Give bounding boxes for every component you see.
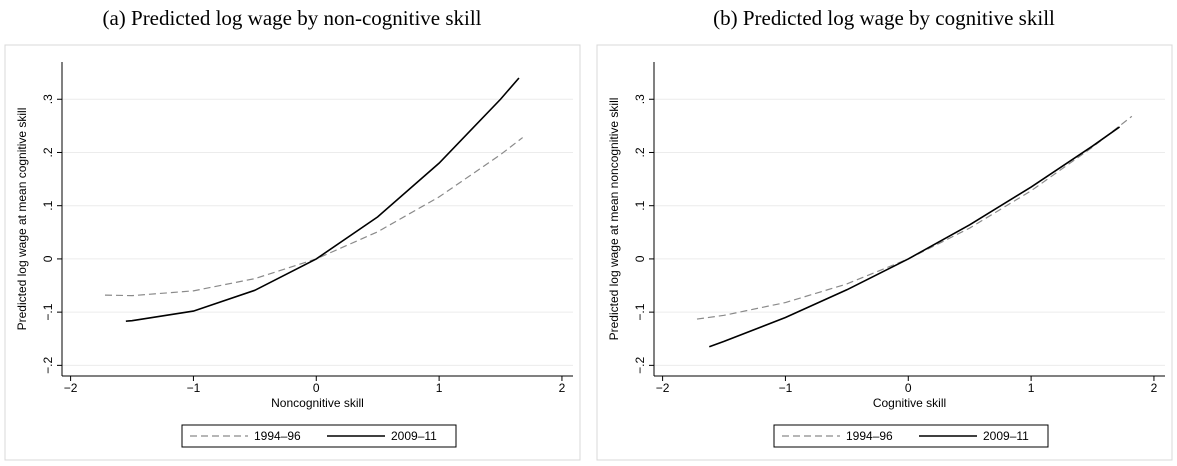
x-axis-label: Cognitive skill: [873, 396, 946, 410]
series-line: [709, 126, 1121, 348]
panel-title: (a) Predicted log wage by non-cognitive …: [102, 6, 481, 30]
x-tick-label: 0: [905, 381, 912, 395]
y-tick-label: .3: [633, 94, 647, 104]
y-tick-label: 0: [41, 255, 55, 262]
y-tick-label: −.1: [41, 303, 55, 320]
y-axis-label: Predicted log wage at mean cognitive ski…: [15, 108, 29, 331]
y-axis-label: Predicted log wage at mean noncognitive …: [607, 98, 621, 341]
y-tick-label: .2: [41, 147, 55, 157]
y-tick-label: −.2: [41, 357, 55, 374]
series-line: [125, 77, 520, 322]
y-tick-label: .1: [633, 200, 647, 210]
panel-frame: [596, 44, 1173, 461]
x-tick-label: 1: [1028, 381, 1035, 395]
x-tick-label: −2: [656, 381, 670, 395]
series-line: [104, 137, 524, 297]
legend-label: 1994–96: [254, 429, 301, 443]
panel: (b) Predicted log wage by cognitive skil…: [596, 6, 1173, 461]
y-tick-label: .2: [633, 147, 647, 157]
y-tick-label: .3: [41, 94, 55, 104]
x-tick-label: −1: [779, 381, 793, 395]
x-tick-label: 1: [436, 381, 443, 395]
x-tick-label: 0: [313, 381, 320, 395]
x-tick-label: −2: [64, 381, 78, 395]
legend-label: 2009–11: [391, 429, 437, 443]
legend-box: [773, 424, 1049, 448]
x-tick-label: 2: [559, 381, 566, 395]
legend-label: 2009–11: [983, 429, 1029, 443]
legend-box: [181, 424, 457, 448]
y-tick-label: −.1: [633, 303, 647, 320]
legend-label: 1994–96: [846, 429, 893, 443]
panel-frame: [4, 44, 581, 461]
series-line: [696, 115, 1133, 320]
y-tick-label: 0: [633, 255, 647, 262]
y-tick-label: −.2: [633, 357, 647, 374]
x-tick-label: −1: [187, 381, 201, 395]
y-tick-label: .1: [41, 200, 55, 210]
x-axis-label: Noncognitive skill: [271, 396, 364, 410]
panel: (a) Predicted log wage by non-cognitive …: [4, 6, 581, 461]
panel-title: (b) Predicted log wage by cognitive skil…: [713, 6, 1055, 30]
x-tick-label: 2: [1151, 381, 1158, 395]
